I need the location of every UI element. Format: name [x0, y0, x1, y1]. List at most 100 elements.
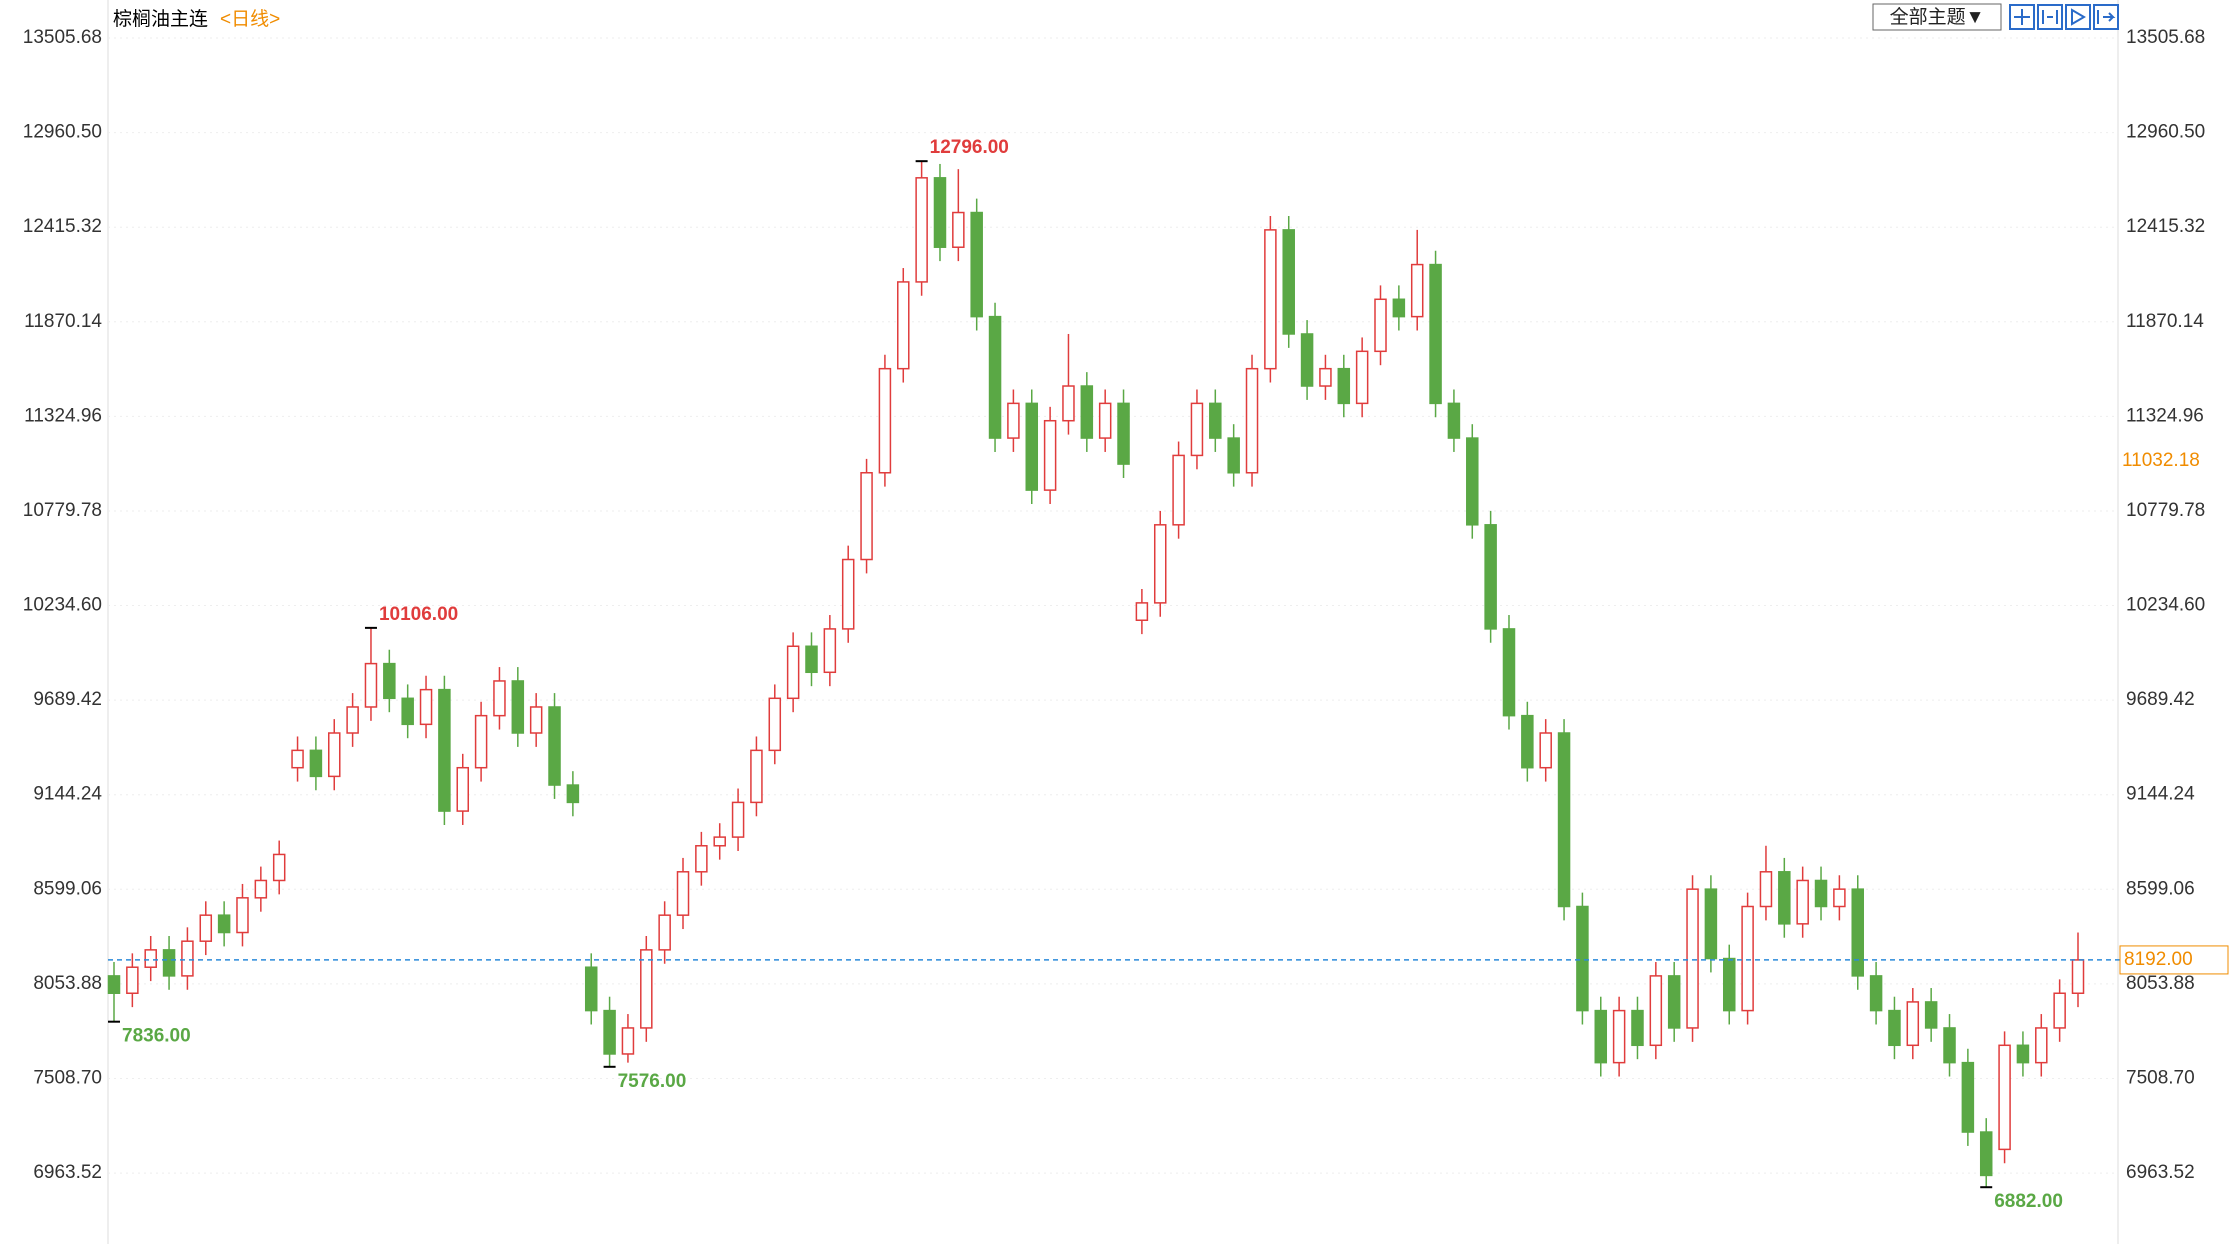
- candle-body: [1447, 402, 1461, 439]
- extreme-label: 12796.00: [930, 137, 1009, 158]
- candle-body: [2016, 1044, 2030, 1064]
- candle-body: [841, 558, 855, 630]
- candle-body: [860, 472, 873, 561]
- candle-body: [603, 1009, 616, 1055]
- candle-body: [1245, 367, 1259, 474]
- y-tick-label-right: 10234.60: [2126, 595, 2205, 616]
- chart-title: 棕榈油主连: [113, 8, 208, 30]
- candle-body: [1814, 879, 1828, 908]
- candle-body: [1025, 402, 1039, 491]
- cursor-price-label: 11032.18: [2122, 450, 2200, 471]
- y-tick-label: 11870.14: [24, 311, 102, 332]
- candle-body: [1539, 732, 1552, 769]
- candle-body: [1576, 905, 1589, 1012]
- last-price-label: 8192.00: [2124, 949, 2193, 970]
- candle-body: [1612, 1009, 1626, 1064]
- y-tick-label-right: 10779.78: [2126, 500, 2205, 521]
- candle-body: [383, 662, 396, 700]
- candle-body: [1264, 229, 1277, 370]
- candle-body: [1410, 263, 1424, 318]
- candle-body: [805, 645, 818, 674]
- candle-body: [1704, 888, 1718, 960]
- y-tick-label: 9144.24: [33, 784, 102, 805]
- candle-body: [1667, 975, 1681, 1029]
- y-tick-label-right: 8599.06: [2126, 878, 2195, 899]
- candle-body: [548, 706, 561, 786]
- candle-body: [1924, 1001, 1938, 1029]
- candle-body: [1319, 367, 1332, 387]
- theme-button-label[interactable]: 全部主题▼: [1890, 6, 1985, 28]
- candle-body: [181, 940, 194, 977]
- candle-body: [1998, 1044, 2011, 1151]
- extreme-label: 7576.00: [618, 1071, 687, 1092]
- candle-body: [438, 688, 451, 812]
- candle-body: [1943, 1027, 1956, 1064]
- candle-body: [236, 897, 249, 934]
- y-tick-label: 10234.60: [23, 595, 102, 616]
- candle-body: [878, 367, 892, 474]
- y-tick-label: 6963.52: [33, 1162, 102, 1183]
- candle-body: [2053, 992, 2066, 1029]
- y-tick-label-right: 7508.70: [2126, 1067, 2195, 1088]
- candle-body: [584, 966, 598, 1012]
- candle-body: [1851, 888, 1864, 977]
- extreme-label: 7836.00: [122, 1026, 191, 1047]
- candle-body: [1631, 1009, 1644, 1047]
- y-tick-label-right: 9144.24: [2126, 784, 2195, 805]
- candle-body: [126, 966, 139, 994]
- candle-body: [1172, 454, 1185, 526]
- y-tick-label-right: 13505.68: [2126, 27, 2205, 48]
- candle-body: [640, 949, 653, 1029]
- candle-body: [1778, 871, 1791, 925]
- candle-body: [768, 697, 782, 752]
- candle-body: [970, 211, 983, 318]
- candle-body: [199, 914, 213, 942]
- candle-body: [1190, 402, 1204, 457]
- candle-body: [750, 749, 763, 804]
- y-tick-label: 12960.50: [23, 122, 102, 143]
- candle-body: [1649, 975, 1663, 1047]
- candle-body: [217, 914, 231, 934]
- candle-body: [1098, 402, 1112, 439]
- candle-body: [364, 662, 378, 708]
- candle-body: [1906, 1001, 1920, 1047]
- candle-body: [162, 949, 176, 977]
- candle-body: [1502, 628, 1516, 717]
- candle-body: [1080, 385, 1094, 439]
- candle-body: [2035, 1027, 2048, 1064]
- y-tick-label-right: 11324.96: [2126, 405, 2204, 426]
- candle-body: [272, 853, 286, 882]
- candle-body: [897, 281, 910, 370]
- extreme-label: 6882.00: [1994, 1191, 2063, 1212]
- tool-button[interactable]: [2065, 4, 2091, 30]
- candle-body: [1722, 957, 1736, 1012]
- candle-body: [254, 879, 268, 899]
- y-tick-label: 8599.06: [33, 878, 102, 899]
- candle-body: [1833, 888, 1846, 908]
- candle-body: [144, 949, 157, 968]
- candle-body: [658, 914, 671, 951]
- y-tick-label: 10779.78: [23, 500, 102, 521]
- candle-body: [493, 680, 506, 717]
- candle-body: [1888, 1009, 1901, 1047]
- candle-body: [1300, 333, 1314, 387]
- candle-body: [621, 1027, 635, 1055]
- candle-body: [107, 975, 121, 994]
- candle-body: [2071, 959, 2085, 994]
- candle-body: [309, 749, 323, 778]
- candle-body: [823, 628, 837, 674]
- y-tick-label-right: 12415.32: [2126, 216, 2205, 237]
- y-tick-label-right: 9689.42: [2126, 689, 2195, 710]
- candle-body: [1209, 402, 1222, 439]
- theme-button[interactable]: [1872, 3, 2002, 31]
- candle-body: [1062, 385, 1075, 422]
- candle-body: [713, 836, 726, 847]
- candle-body: [1594, 1009, 1608, 1064]
- extreme-label: 10106.00: [379, 604, 458, 625]
- candle-body: [1686, 888, 1699, 1029]
- candle-body: [1043, 419, 1057, 491]
- candle-body: [731, 801, 745, 838]
- candle-body: [419, 688, 433, 726]
- candle-body: [1796, 879, 1809, 925]
- candle-body: [328, 732, 341, 778]
